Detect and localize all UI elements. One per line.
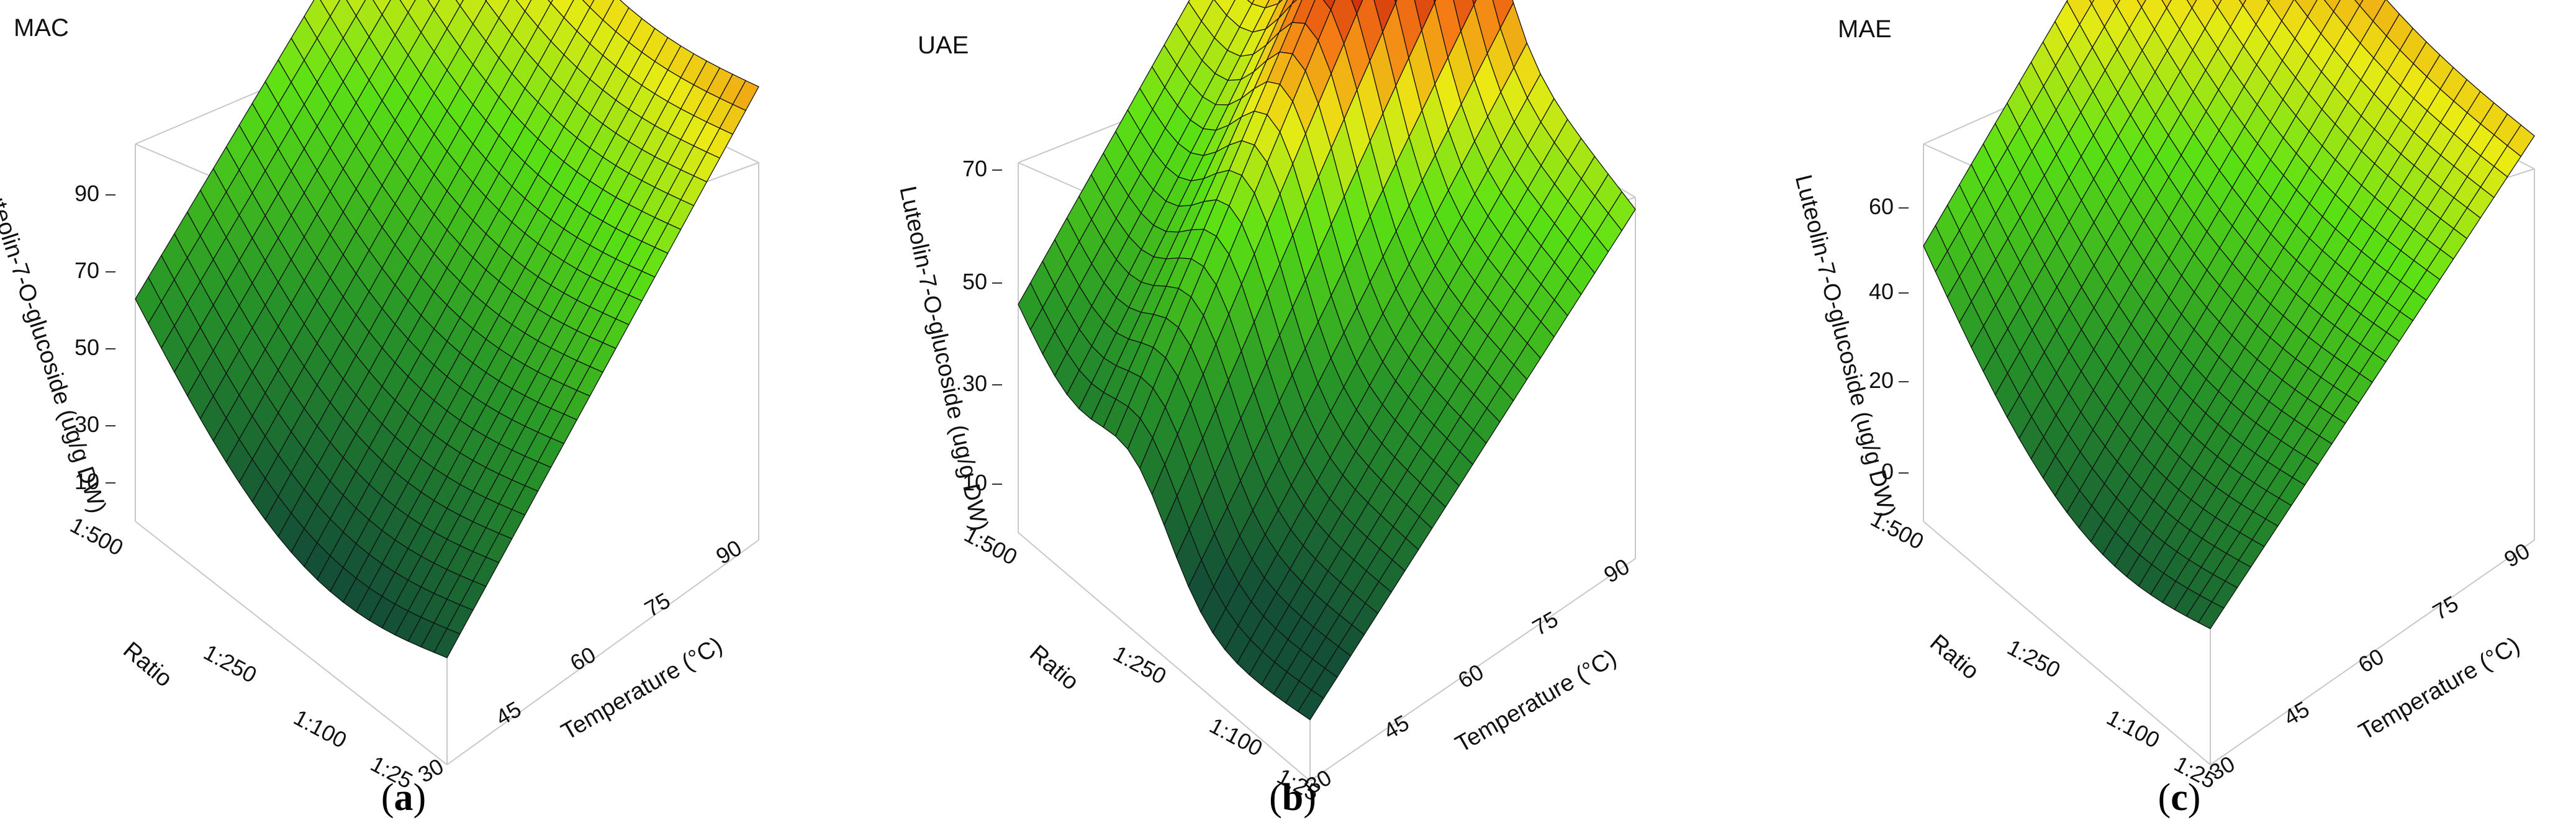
x-tick-label: 60 xyxy=(566,641,600,676)
surface-cell xyxy=(2238,0,2246,6)
x-tick-label: 45 xyxy=(2279,696,2313,731)
surface-cell xyxy=(2112,0,2121,7)
z-axis: 60 40 20 0 Luteolin-7-O-glucoside (ug/g … xyxy=(1790,172,1909,520)
surface-cell xyxy=(1351,0,1363,15)
z-tick-label: 70 xyxy=(75,258,99,283)
y-tick-label: 1:500 xyxy=(960,521,1021,570)
surface-cell xyxy=(582,0,595,9)
x-tick-label: 45 xyxy=(491,696,525,731)
response-surface xyxy=(1923,0,2535,629)
surface-cell xyxy=(2136,0,2146,8)
surface-cell xyxy=(399,0,416,14)
x-tick-label: 75 xyxy=(2428,590,2462,625)
panel-title: UAE xyxy=(918,32,969,59)
z-tick-label: 30 xyxy=(962,371,987,396)
y-axis-label: Ratio xyxy=(1024,640,1083,695)
y-axis-label: Ratio xyxy=(1925,629,1984,685)
surface-cell xyxy=(433,628,461,659)
x-tick-label: 90 xyxy=(1599,553,1634,588)
z-axis-label: Luteolin-7-O-glucoside (ug/g DW) xyxy=(894,184,993,533)
z-tick-label: 70 xyxy=(962,156,987,181)
x-tick-label: 90 xyxy=(2500,538,2534,572)
surface-cell xyxy=(2161,0,2172,9)
y-tick-label: 1:100 xyxy=(1205,713,1267,761)
panel-caption: (b) xyxy=(1269,777,1316,819)
response-surface xyxy=(135,0,759,659)
response-surface xyxy=(1018,0,1636,721)
z-axis: 70 50 30 10 Luteolin-7-O-glucoside (ug/g… xyxy=(894,156,1002,533)
surface-cell xyxy=(455,0,464,7)
panel-c: MAE 60 40 20 0 Luteolin-7-O-glucoside (u… xyxy=(1790,0,2535,819)
panel-a: MAC 90 70 50 30 10 Luteolin-7-O-glucosid… xyxy=(0,0,759,819)
y-tick-label: 1:250 xyxy=(2003,634,2064,683)
panel-b: UAE 70 50 30 10 Luteolin-7-O-glucoside (… xyxy=(894,0,1636,819)
x-tick-label: 90 xyxy=(712,534,746,569)
z-axis-label: Luteolin-7-O-glucoside (ug/g DW) xyxy=(1790,172,1900,519)
y-axis-label: Ratio xyxy=(118,637,177,692)
surface-cell xyxy=(2212,0,2222,8)
z-tick-label: 10 xyxy=(75,469,99,494)
z-tick-label: 90 xyxy=(75,181,99,206)
z-tick-label: 20 xyxy=(1869,367,1894,393)
z-tick-label: 60 xyxy=(1869,194,1894,219)
z-tick-label: 50 xyxy=(962,269,987,294)
z-tick-label: 0 xyxy=(1881,459,1894,484)
y-tick-label: 1:100 xyxy=(2102,705,2164,753)
x-tick-label: 45 xyxy=(1379,709,1413,744)
surface-cell xyxy=(427,0,440,11)
z-tick-label: 50 xyxy=(75,335,99,360)
x-tick-label: 75 xyxy=(640,587,674,622)
panel-caption: (a) xyxy=(381,777,426,819)
x-tick-label: 60 xyxy=(2354,643,2388,678)
surface-cell xyxy=(2186,0,2197,9)
surface-cell xyxy=(2197,601,2225,629)
x-tick-label: 75 xyxy=(1528,606,1562,641)
z-axis: 90 70 50 30 10 Luteolin-7-O-glucoside (u… xyxy=(0,174,115,516)
panel-title: MAC xyxy=(14,14,69,42)
z-tick-label: 30 xyxy=(75,412,99,437)
x-tick-label: 60 xyxy=(1453,659,1488,693)
surface-cell xyxy=(2354,0,2364,7)
z-tick-label: 40 xyxy=(1869,279,1894,304)
panel-title: MAE xyxy=(1838,16,1892,43)
surface-cell xyxy=(2089,0,2095,5)
z-tick-label: 10 xyxy=(962,470,987,495)
y-tick-label: 1:250 xyxy=(199,639,261,688)
panel-caption: (c) xyxy=(2158,777,2201,819)
surface-cell xyxy=(1297,689,1324,721)
y-tick-label: 1:250 xyxy=(1109,641,1170,689)
y-tick-label: 1:100 xyxy=(289,705,351,753)
surface-cell xyxy=(1322,0,1335,11)
y-tick-label: 1:500 xyxy=(66,512,127,561)
x-axis-label: Temperature (°C) xyxy=(2354,632,2524,745)
